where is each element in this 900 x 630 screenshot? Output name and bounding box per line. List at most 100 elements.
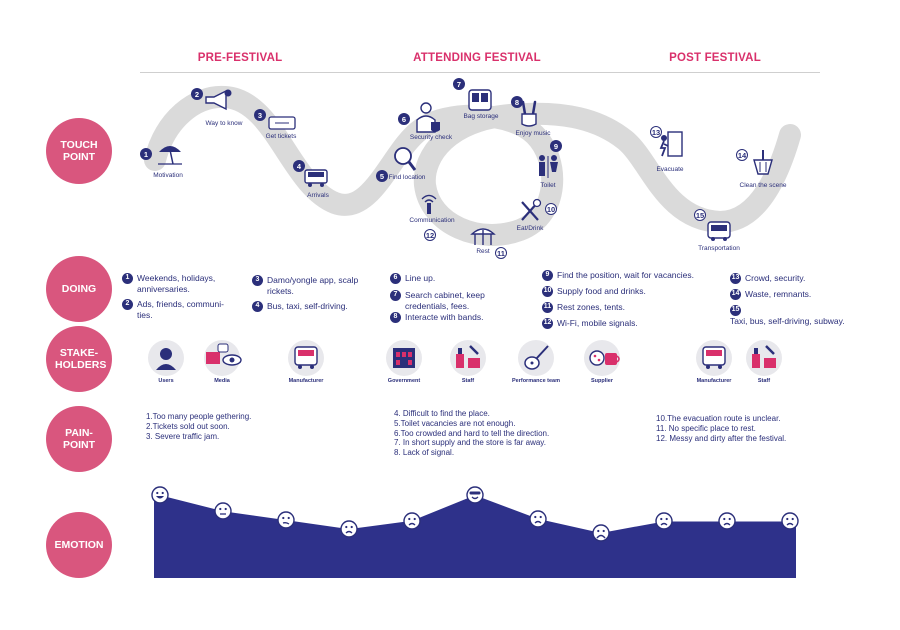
magnifier-icon: [394, 147, 417, 171]
tent-icon: [470, 228, 496, 245]
touch-point-label: Get tickets: [265, 133, 297, 140]
broom-icon: [753, 150, 773, 175]
doing-number: 4: [252, 301, 263, 312]
exit-door-icon: [659, 131, 683, 157]
doing-text: Ads, friends, communi-ties.: [137, 299, 224, 320]
doing-number: 2: [122, 299, 133, 310]
doing-text: Rest zones, tents.: [557, 302, 626, 312]
phase-post-festival: POST FESTIVAL: [669, 52, 761, 64]
doing-number: 8: [390, 312, 401, 323]
doing-item-6: 6 Line up.: [390, 273, 515, 284]
ticket-icon: [268, 116, 296, 130]
pain-point-line: 7. In short supply and the store is far …: [394, 438, 546, 448]
doing-number: 13: [730, 273, 741, 284]
doing-text: Interacte with bands.: [405, 312, 484, 322]
stakeholder-label: Manufacturer: [696, 378, 732, 384]
touch-point-label: Find location: [388, 174, 426, 181]
doing-number: 12: [542, 318, 553, 329]
pain-point-line: 6.Too crowded and hard to tell the direc…: [394, 428, 550, 438]
row-label-pain-point: PAIN-POINT: [46, 406, 112, 472]
sad-face-icon: [718, 512, 736, 531]
phase-attending-festival: ATTENDING FESTIVAL: [413, 52, 541, 64]
touch-point-number: 12: [424, 229, 436, 241]
media-icon: [206, 343, 242, 366]
doing-text: Find the position, wait for vacancies.: [557, 270, 695, 280]
doing-number: 6: [390, 273, 401, 284]
government-building-icon: [393, 348, 415, 368]
pain-point-line: 3. Severe traffic jam.: [146, 431, 220, 441]
doing-text: Line up.: [405, 273, 436, 283]
stakeholder-label: Users: [158, 378, 174, 384]
sad-face-icon: [403, 512, 421, 530]
row-label-touch-point: TOUCH POINT: [46, 118, 112, 184]
touch-point-label: Security check: [409, 134, 453, 141]
bus-icon: [294, 346, 318, 369]
stakeholder-government: Government: [386, 340, 422, 384]
very-sad-face-icon: [592, 524, 610, 542]
stakeholder-media: Media: [204, 340, 242, 384]
meh-face-icon: [277, 511, 295, 529]
doing-number: 10: [542, 286, 553, 297]
pain-point-line: 10.The evacuation route is unclear.: [656, 414, 781, 423]
guitar-icon: [524, 345, 549, 370]
doing-item-8: 8 Interacte with bands.: [390, 312, 515, 323]
touch-point-number: 8: [511, 96, 523, 108]
doing-text: Search cabinet, keep credentials, fees.: [405, 290, 485, 311]
touch-point-number: 14: [736, 149, 748, 161]
toilet-icon: [539, 155, 558, 178]
touch-point-number: 11: [495, 247, 507, 259]
bus-icon: [707, 221, 731, 241]
doing-item-9: 9 Find the position, wait for vacancies.: [542, 270, 722, 281]
phase-divider-line: [140, 72, 820, 73]
doing-item-1: 1 Weekends, holidays, anniversaries.: [122, 273, 237, 294]
pain-points-pre: 1.Too many people gethering. 2.Tickets s…: [146, 412, 251, 441]
doing-number: 1: [122, 273, 133, 284]
touch-point-label: Eat/Drink: [516, 225, 544, 232]
neutral-face-icon: [214, 502, 232, 520]
doing-item-10: 10 Supply food and drinks.: [542, 286, 722, 297]
doing-number: 11: [542, 302, 553, 313]
doing-item-3: 3 Damo/yongle app, scalp rickets.: [252, 275, 367, 296]
doing-number: 3: [252, 275, 263, 286]
doing-text: Bus, taxi, self-driving.: [267, 301, 348, 311]
touch-point-label: Evacuate: [656, 166, 684, 173]
stakeholder-users: Users: [148, 340, 184, 384]
pain-point-line: 11. No specific place to rest.: [656, 423, 756, 433]
happy-face-icon: [151, 486, 169, 504]
touch-point-label: Communication: [409, 217, 455, 224]
touch-point-number: 9: [550, 140, 562, 152]
touch-point-number: 1: [140, 148, 152, 160]
security-guard-icon: [416, 102, 440, 133]
doing-item-15: 15Taxi, bus, self-driving, subway.: [730, 305, 880, 327]
doing-number: 7: [390, 290, 401, 301]
doing-number: 15: [730, 305, 741, 316]
doing-text: Crowd, security.: [745, 273, 806, 283]
doing-text: Damo/yongle app, scalp rickets.: [267, 275, 359, 296]
touch-point-label: Motivation: [153, 172, 183, 179]
touch-point-label: Arrivals: [307, 192, 329, 199]
stakeholder-label: Staff: [757, 378, 771, 384]
stakeholder-performance-team: Performance team: [512, 340, 560, 384]
antenna-icon: [421, 194, 437, 214]
touch-point-label: Bag storage: [463, 113, 499, 120]
doing-item-7: 7 Search cabinet, keep credentials, fees.: [390, 290, 515, 311]
touch-point-number: 15: [694, 209, 706, 221]
backpack-icon: [468, 89, 492, 111]
touch-point-label: Enjoy music: [515, 130, 551, 137]
pain-point-line: 5.Toilet vacancies are not enough.: [394, 418, 516, 428]
doing-item-12: 12 Wi-Fi, mobile signals.: [542, 318, 722, 329]
stakeholder-staff-post: Staff: [746, 340, 782, 384]
touch-point-number: 2: [191, 88, 203, 100]
touch-point-label: Clean the scene: [739, 182, 787, 189]
doing-item-2: 2 Ads, friends, communi-ties.: [122, 299, 237, 320]
touch-point-number: 7: [453, 78, 465, 90]
row-label-doing-text: DOING: [61, 282, 97, 295]
phase-pre-festival: PRE-FESTIVAL: [197, 52, 283, 64]
rock-hand-icon: [521, 100, 537, 127]
doing-number: 9: [542, 270, 553, 281]
stakeholder-label: Performance team: [512, 378, 560, 384]
row-label-stakeholders-text: STAKE-HOLDERS: [55, 346, 107, 371]
touch-point-label: Rest: [476, 248, 490, 255]
stakeholder-label: Government: [387, 378, 421, 384]
pain-point-line: 8. Lack of signal.: [394, 448, 455, 457]
